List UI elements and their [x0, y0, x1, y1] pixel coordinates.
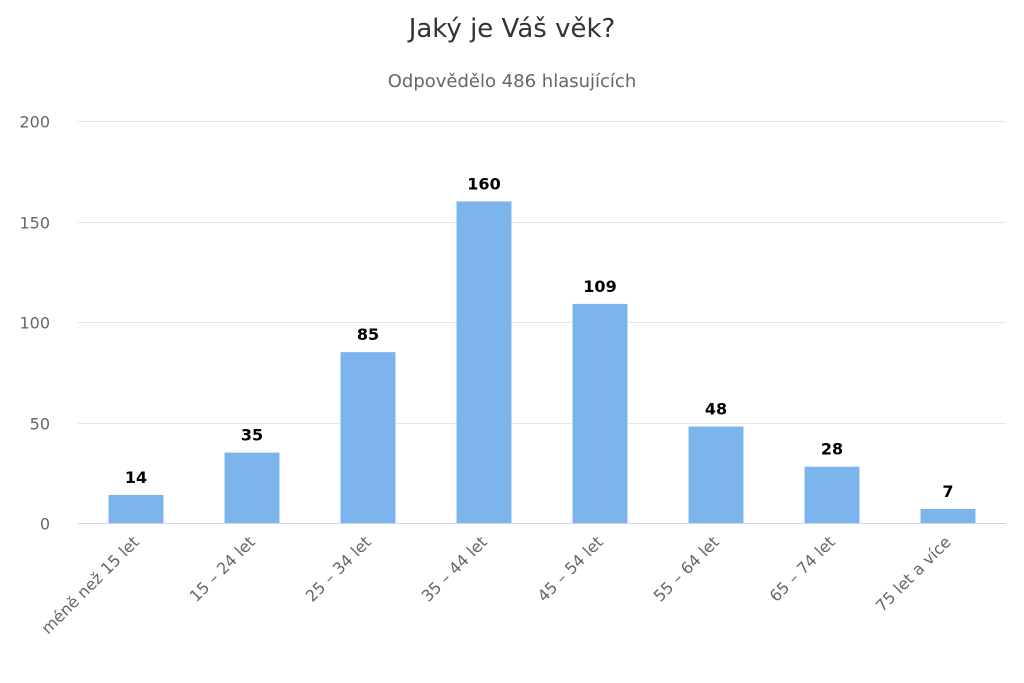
bar[interactable]	[224, 452, 280, 523]
data-label: 28	[821, 440, 843, 459]
y-tick-label: 50	[30, 415, 50, 434]
data-label: 160	[467, 174, 500, 193]
x-tick-label: 45 – 54 let	[534, 532, 607, 605]
data-label: 85	[357, 325, 379, 344]
bar[interactable]	[456, 201, 512, 523]
x-tick-label: 25 – 34 let	[302, 532, 375, 605]
x-tick-label: 15 – 24 let	[186, 532, 259, 605]
x-tick-label: 75 let a více	[872, 532, 955, 615]
y-tick-label: 0	[40, 515, 50, 534]
bar[interactable]	[804, 466, 860, 523]
chart-subtitle: Odpovědělo 486 hlasujících	[387, 71, 637, 92]
bar[interactable]	[572, 303, 628, 523]
x-tick-label: 65 – 74 let	[766, 532, 839, 605]
data-label: 35	[241, 426, 263, 445]
bar[interactable]	[340, 352, 396, 523]
data-label: 109	[583, 277, 616, 296]
x-tick-label: 35 – 44 let	[418, 532, 491, 605]
data-label: 14	[125, 468, 147, 487]
bar[interactable]	[108, 494, 164, 523]
y-tick-label: 200	[19, 113, 50, 132]
y-tick-label: 100	[19, 314, 50, 333]
x-tick-label: méně než 15 let	[37, 532, 142, 637]
data-label: 48	[705, 400, 727, 419]
chart-title: Jaký je Váš věk?	[408, 14, 616, 44]
bar[interactable]	[920, 508, 976, 523]
y-tick-label: 150	[19, 214, 50, 233]
bar[interactable]	[688, 426, 744, 523]
x-tick-label: 55 – 64 let	[650, 532, 723, 605]
data-label: 7	[942, 482, 953, 501]
